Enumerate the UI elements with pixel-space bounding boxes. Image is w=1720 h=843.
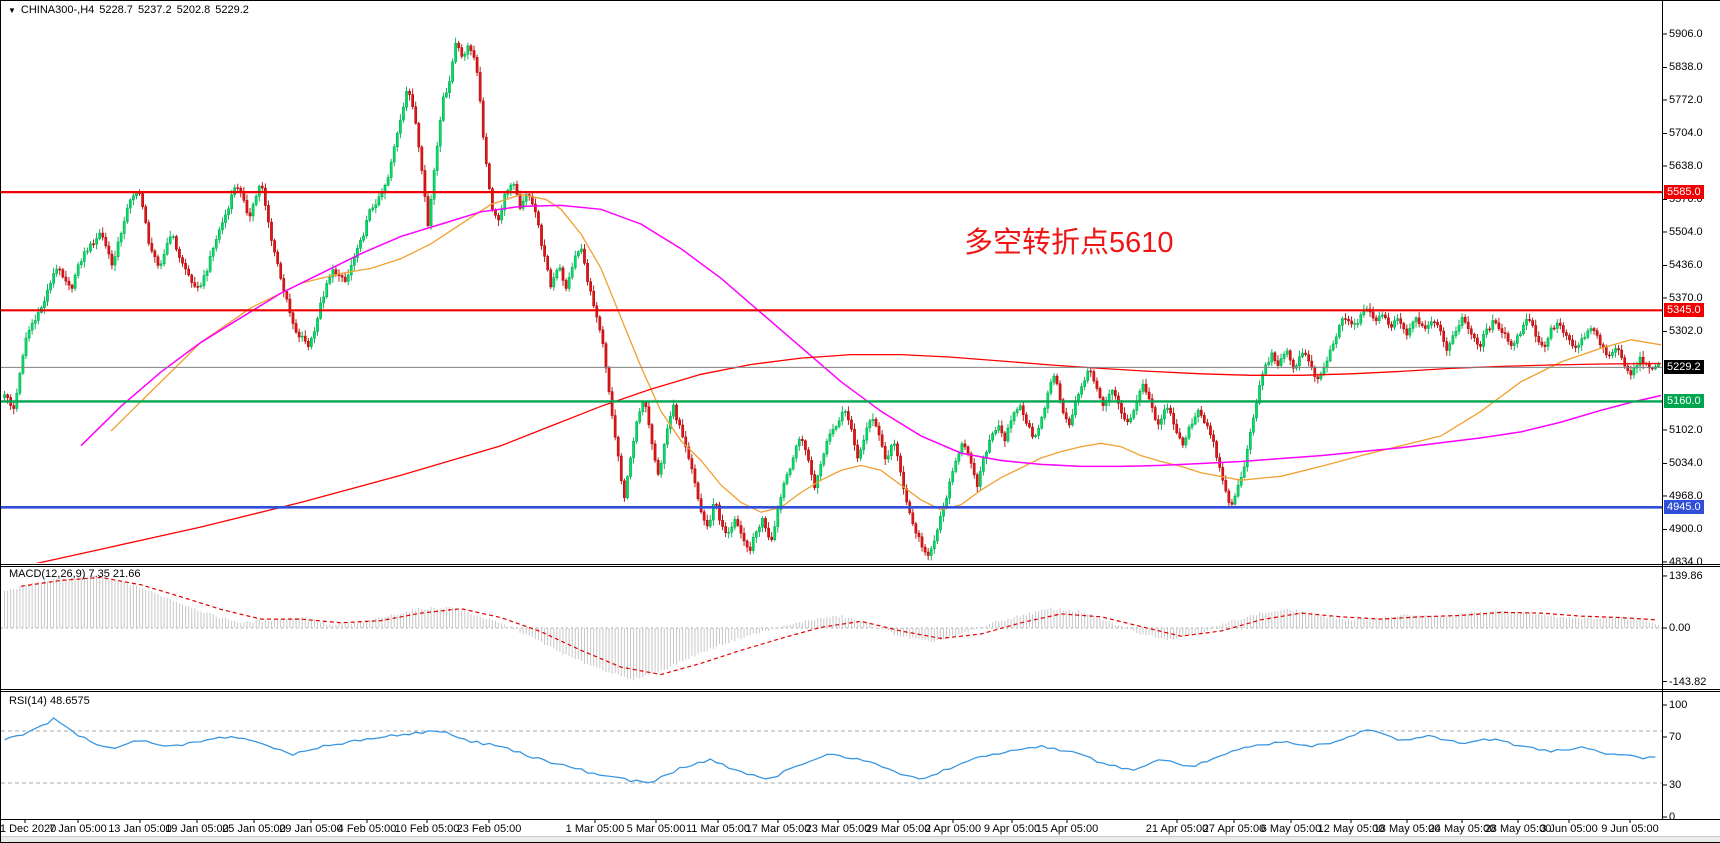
ma-fast-orange	[110, 193, 1662, 513]
rsi-line	[4, 717, 1656, 784]
rsi-indicator-label: RSI(14) 48.6575	[9, 695, 90, 707]
symbol-period-label: CHINA300-,H4	[20, 4, 95, 16]
candlestick-series	[3, 37, 1660, 561]
ohlc-close: 5229.2	[215, 4, 249, 16]
symbol-dropdown-icon[interactable]: ▼	[8, 6, 16, 15]
ohlc-low: 5202.8	[176, 4, 211, 16]
macd-signal-line	[20, 576, 1657, 676]
chart-annotation-text[interactable]: 多空转折点5610	[964, 227, 1174, 259]
ohlc-high: 5237.2	[137, 4, 172, 16]
ma-slow-red	[35, 353, 1662, 563]
symbol-info: ▼ CHINA300-,H4 5228.7 5237.2 5202.8 5229…	[8, 4, 249, 17]
ohlc-open: 5228.7	[99, 4, 133, 16]
ma-mid-magenta	[80, 204, 1662, 468]
rsi-series	[1, 717, 1662, 784]
moving-averages	[35, 193, 1662, 563]
macd-indicator-label: MACD(12,26,9) 7.35 21.66	[9, 568, 141, 580]
window-bottom-strip	[1, 836, 1720, 842]
macd-series	[1, 575, 1662, 681]
